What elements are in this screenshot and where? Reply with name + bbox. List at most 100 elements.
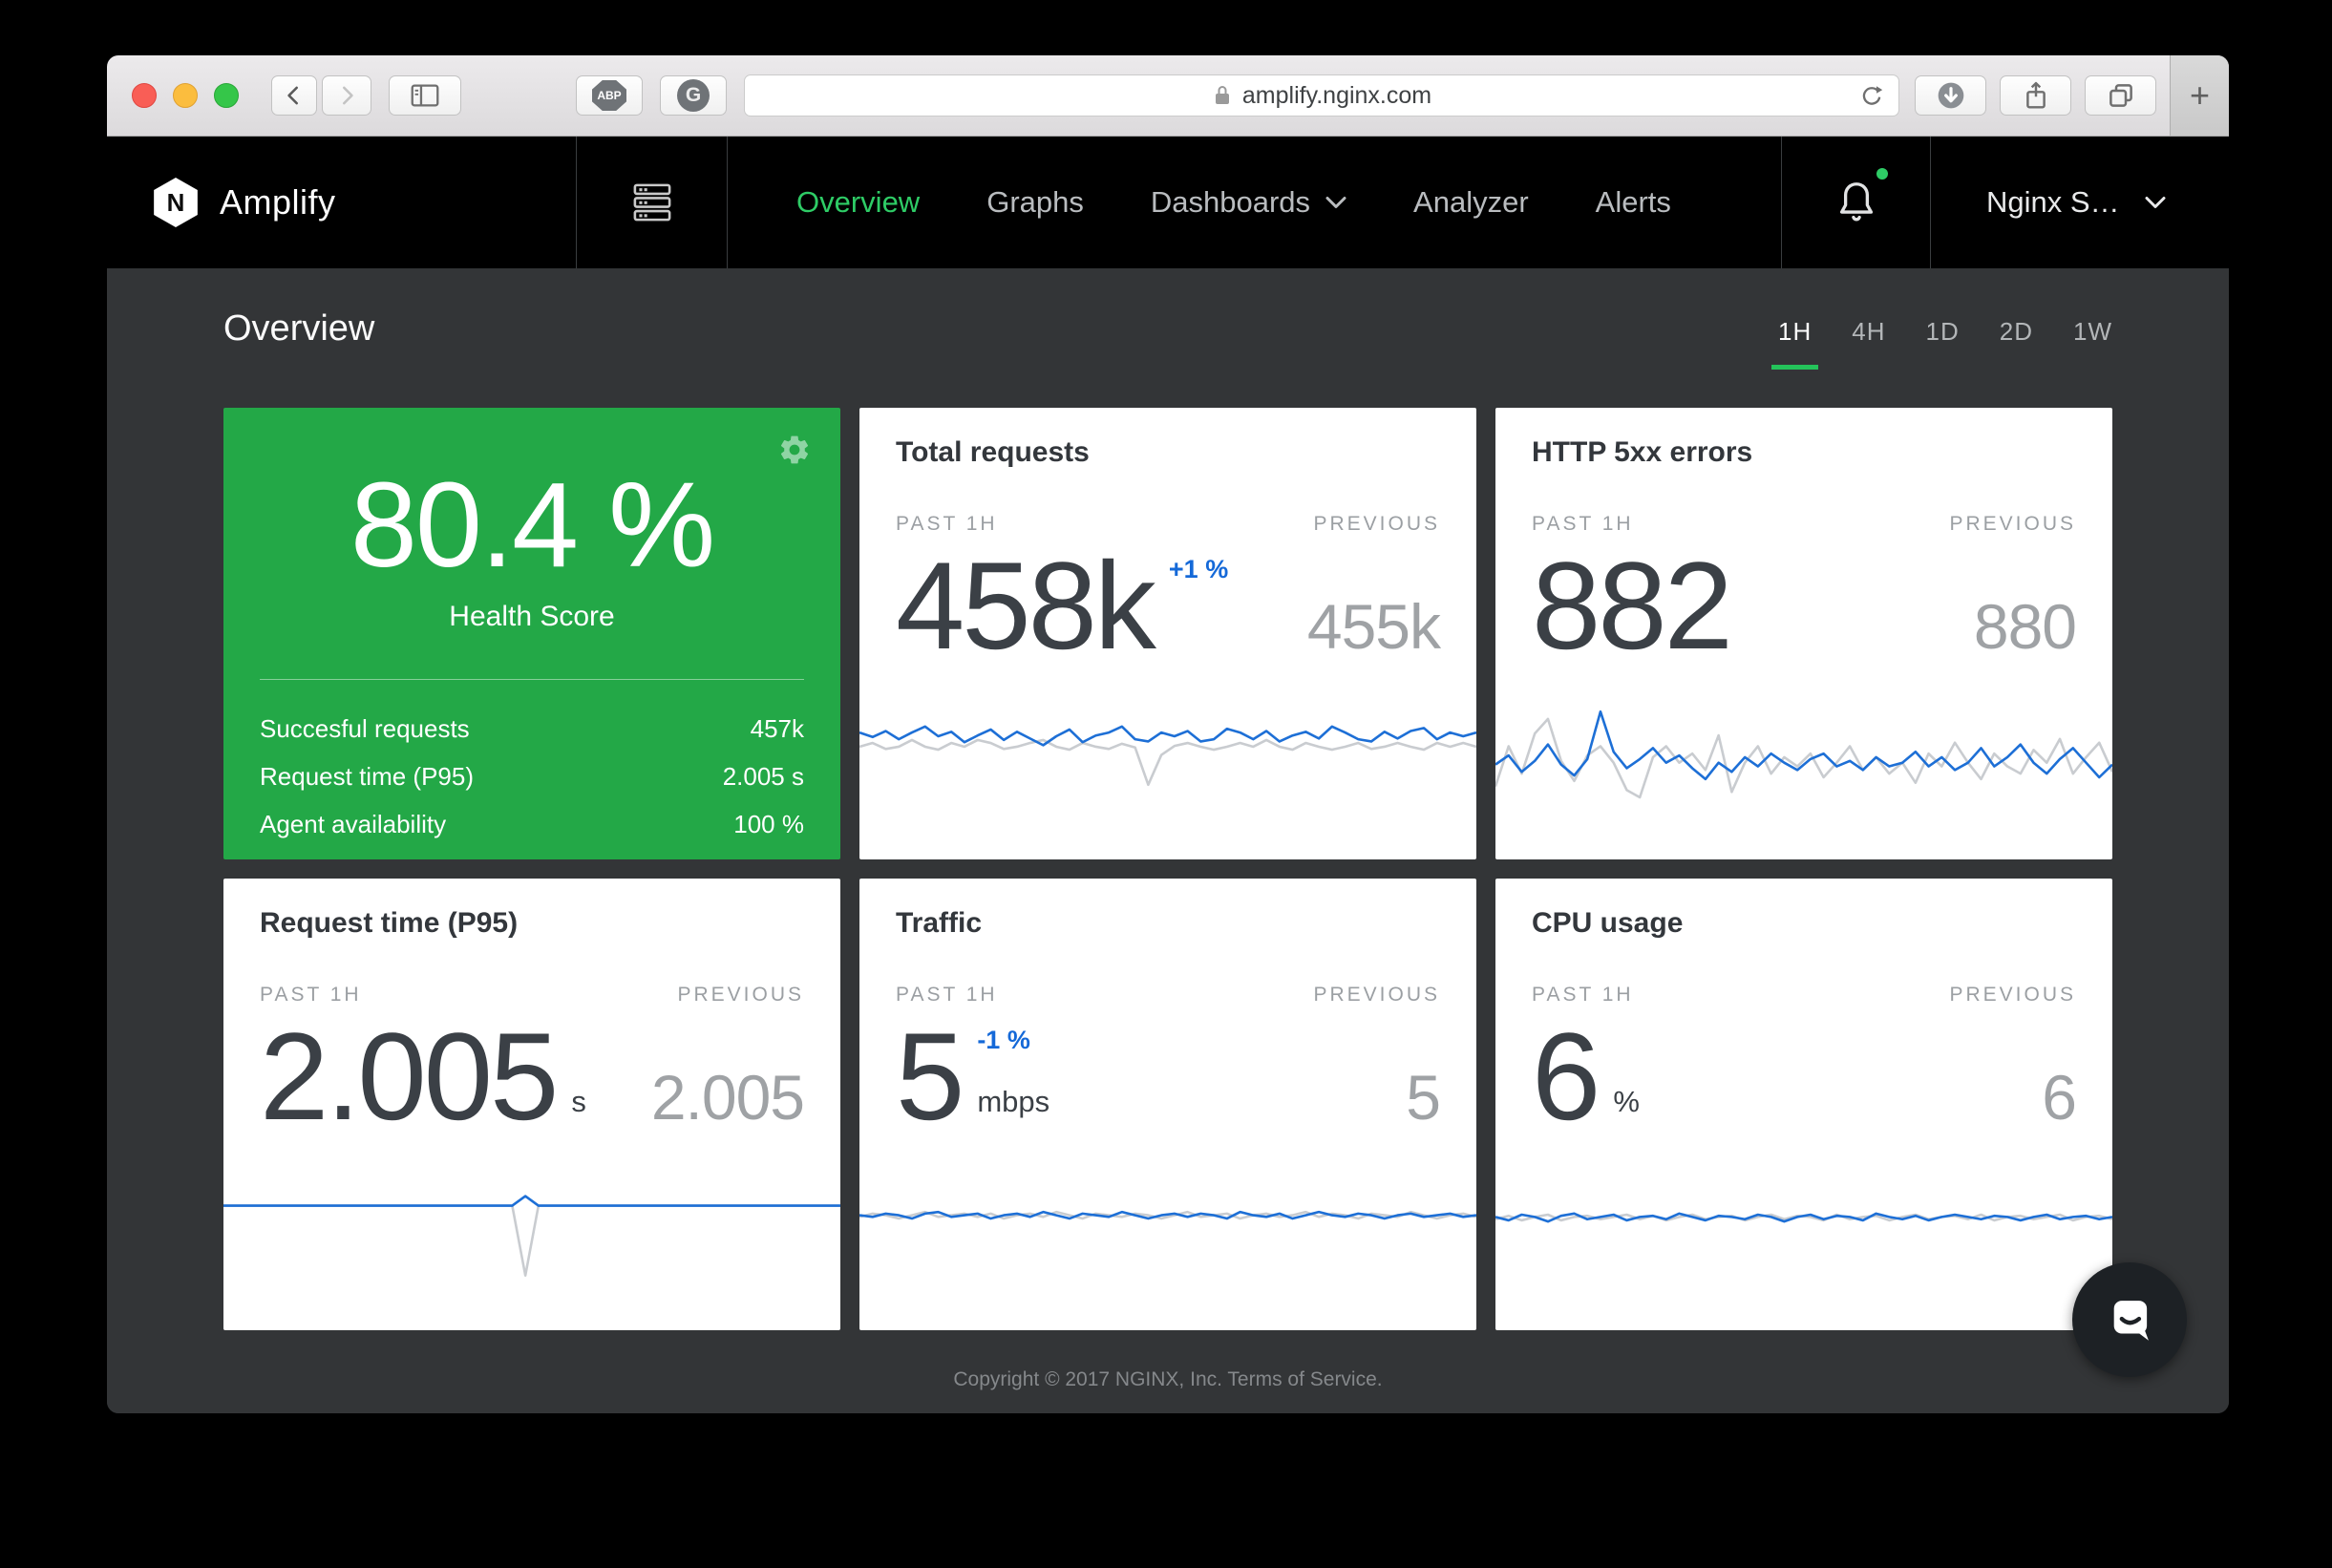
past-label: PAST 1H [896, 513, 998, 535]
current-value: 2.005 s [260, 1014, 586, 1138]
health-row-label: Succesful requests [260, 714, 470, 743]
previous-value: 5 [1406, 1062, 1441, 1133]
card-traffic: Traffic PAST 1H PREVIOUS 5 -1 % mbps [859, 879, 1476, 1330]
time-range-1d[interactable]: 1D [1925, 317, 1960, 346]
past-label: PAST 1H [1532, 513, 1634, 535]
nav-item-graphs[interactable]: Graphs [986, 185, 1084, 219]
card-title: Request time (P95) [260, 907, 519, 939]
share-button[interactable] [2000, 75, 2071, 116]
sidebar-toggle-button[interactable] [389, 75, 461, 116]
previous-value: 455k [1306, 591, 1441, 662]
chat-bubble-icon [2113, 1301, 2149, 1341]
chevron-down-icon [2145, 197, 2166, 208]
zoom-traffic-light[interactable] [214, 83, 239, 108]
copyright-footer[interactable]: Copyright © 2017 NGINX, Inc. Terms of Se… [953, 1368, 1383, 1390]
page-title: Overview [223, 308, 375, 349]
past-label: PAST 1H [1532, 984, 1634, 1006]
tabs-overview-button[interactable] [2085, 75, 2156, 116]
back-button[interactable] [271, 75, 317, 116]
chevron-down-icon [1325, 197, 1346, 208]
new-tab-button[interactable]: + [2170, 55, 2229, 136]
health-divider [260, 679, 804, 680]
current-value: 5 -1 % mbps [896, 1014, 1049, 1138]
time-range-1h[interactable]: 1H [1770, 317, 1819, 370]
current-value: 458k +1 % [896, 543, 1228, 667]
adblock-extension-button[interactable]: ABP [576, 75, 643, 116]
previous-value: 6 [2042, 1062, 2077, 1133]
previous-label: PREVIOUS [1949, 513, 2076, 535]
notifications-button[interactable] [1782, 137, 1930, 268]
past-label: PAST 1H [896, 984, 998, 1006]
card-title: CPU usage [1532, 907, 1684, 939]
account-name: Nginx S… [1986, 185, 2120, 219]
browser-toolbar: ABP G amplify.nginx.com [107, 55, 2229, 137]
forward-button[interactable] [322, 75, 371, 116]
card-meta: PAST 1H PREVIOUS [1532, 513, 2076, 536]
tabs-icon [2109, 84, 2132, 107]
card-total-requests: Total requests PAST 1H PREVIOUS 458k +1 … [859, 408, 1476, 859]
reload-icon [1862, 86, 1883, 105]
chevron-left-icon [287, 86, 299, 105]
close-traffic-light[interactable] [132, 83, 157, 108]
delta-badge: -1 % [977, 1026, 1030, 1054]
gear-icon [780, 435, 809, 464]
current-value-number: 458k [896, 536, 1156, 675]
time-range-2d[interactable]: 2D [1999, 317, 2033, 346]
share-icon [2025, 81, 2046, 109]
time-range-4h[interactable]: 4H [1852, 317, 1886, 346]
ghostery-extension-button[interactable]: G [660, 75, 727, 116]
nav-menu: Overview Graphs Dashboards Analyzer Aler… [728, 137, 1781, 268]
health-row-value: 2.005 s [722, 762, 804, 791]
previous-label: PREVIOUS [677, 984, 804, 1006]
nav-item-analyzer[interactable]: Analyzer [1413, 185, 1529, 219]
nav-item-alerts[interactable]: Alerts [1595, 185, 1671, 219]
health-row: Agent availability 100 % [260, 800, 804, 848]
ghostery-icon: G [677, 79, 710, 112]
sparkline-chart [859, 695, 1476, 859]
nav-divider [576, 137, 577, 268]
health-row: Request time (P95) 2.005 s [260, 752, 804, 800]
card-meta: PAST 1H PREVIOUS [1532, 984, 2076, 1006]
card-values: 882 880 [1532, 543, 2077, 667]
reload-button[interactable] [1858, 83, 1885, 117]
brand[interactable]: N Amplify [107, 137, 576, 268]
downloads-button[interactable] [1915, 75, 1986, 116]
previous-value: 880 [1973, 591, 2077, 662]
health-score-value: 80.4 % [350, 457, 715, 592]
delta-badge: +1 % [1168, 555, 1229, 583]
settings-button[interactable] [777, 433, 812, 472]
nginx-n-letter: N [167, 188, 185, 217]
unit-label: % [1613, 1085, 1640, 1118]
page-header: Overview 1H 4H 1D 2D 1W [223, 308, 2112, 370]
adblock-icon: ABP [592, 80, 626, 111]
systems-button[interactable] [577, 137, 727, 268]
unit-label: s [571, 1085, 586, 1118]
account-menu[interactable]: Nginx S… [1931, 137, 2229, 268]
sparkline-chart [223, 1166, 840, 1330]
chat-launcher-button[interactable] [2072, 1262, 2187, 1377]
health-row-label: Agent availability [260, 810, 447, 838]
page-content: Overview 1H 4H 1D 2D 1W 8 [107, 268, 2229, 1413]
card-values: 5 -1 % mbps 5 [896, 1014, 1441, 1138]
health-rows: Succesful requests 457k Request time (P9… [260, 705, 804, 848]
nginx-logo: N [154, 178, 198, 227]
lock-icon [1212, 83, 1233, 108]
previous-label: PREVIOUS [1949, 984, 2076, 1006]
time-range-1w[interactable]: 1W [2073, 317, 2112, 346]
current-value: 6 % [1532, 1014, 1640, 1138]
nav-divider [727, 137, 728, 268]
nav-item-overview[interactable]: Overview [796, 185, 921, 219]
nav-item-dashboards[interactable]: Dashboards [1151, 185, 1346, 220]
previous-label: PREVIOUS [1313, 513, 1440, 535]
address-bar[interactable]: amplify.nginx.com [744, 74, 1899, 117]
app-navbar: N Amplify [107, 137, 2229, 268]
card-cpu-usage: CPU usage PAST 1H PREVIOUS 6 % 6 [1495, 879, 2112, 1330]
health-score-label: Health Score [449, 601, 615, 632]
previous-label: PREVIOUS [1313, 984, 1440, 1006]
past-label: PAST 1H [260, 984, 362, 1006]
minimize-traffic-light[interactable] [173, 83, 198, 108]
current-value: 882 [1532, 543, 1733, 667]
card-health-score: 80.4 % Health Score Succesful requests 4… [223, 408, 840, 859]
current-value-number: 5 [896, 1006, 965, 1146]
